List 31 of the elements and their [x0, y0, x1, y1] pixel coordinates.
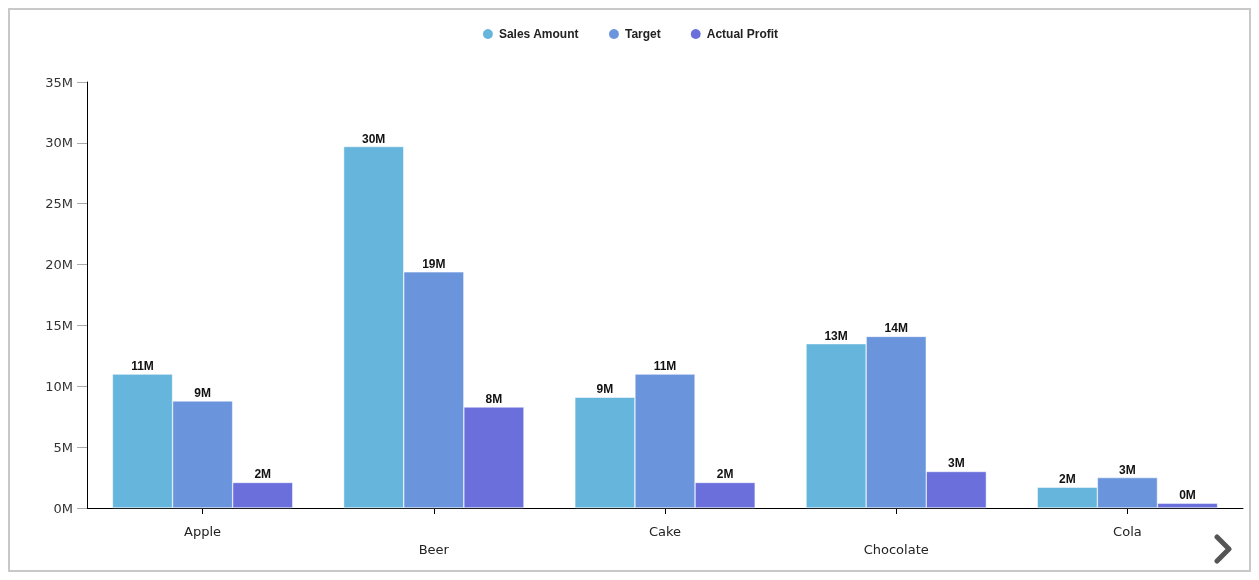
y-tick-label: 30M — [45, 135, 73, 151]
data-label: 3M — [1119, 462, 1136, 477]
data-label: 9M — [194, 385, 211, 400]
legend-label: Sales Amount — [498, 27, 579, 41]
data-label: 11M — [131, 359, 154, 374]
data-label: 8M — [485, 391, 503, 406]
legend-label: Actual Profit — [706, 27, 779, 41]
x-tick-label: Cake — [648, 523, 682, 539]
y-tick-label: 10M — [45, 378, 73, 394]
data-label: 0M — [1179, 488, 1196, 503]
x-tick-label: Beer — [418, 541, 450, 557]
data-label: 13M — [824, 328, 848, 343]
y-tick-label: 5M — [53, 439, 73, 455]
data-label: 30M — [362, 131, 386, 146]
data-label: 14M — [884, 321, 908, 336]
data-label: 2M — [1058, 472, 1076, 487]
data-label: 11M — [653, 359, 677, 374]
y-tick-label: 25M — [45, 196, 73, 212]
y-tick-label: 0M — [53, 500, 73, 516]
data-label: 9M — [596, 382, 614, 397]
data-label: 3M — [947, 456, 965, 471]
data-label: 2M — [254, 467, 272, 482]
y-tick-label: 20M — [45, 257, 73, 273]
data-label: 2M — [716, 467, 734, 482]
y-tick-label: 35M — [45, 74, 73, 90]
legend-label: Target — [624, 27, 661, 41]
x-tick-label: Cola — [1113, 523, 1142, 539]
y-tick-label: 15M — [45, 317, 73, 333]
data-label: 19M — [422, 256, 446, 271]
x-tick-label: Chocolate — [863, 541, 929, 557]
x-tick-label: Apple — [184, 523, 222, 539]
